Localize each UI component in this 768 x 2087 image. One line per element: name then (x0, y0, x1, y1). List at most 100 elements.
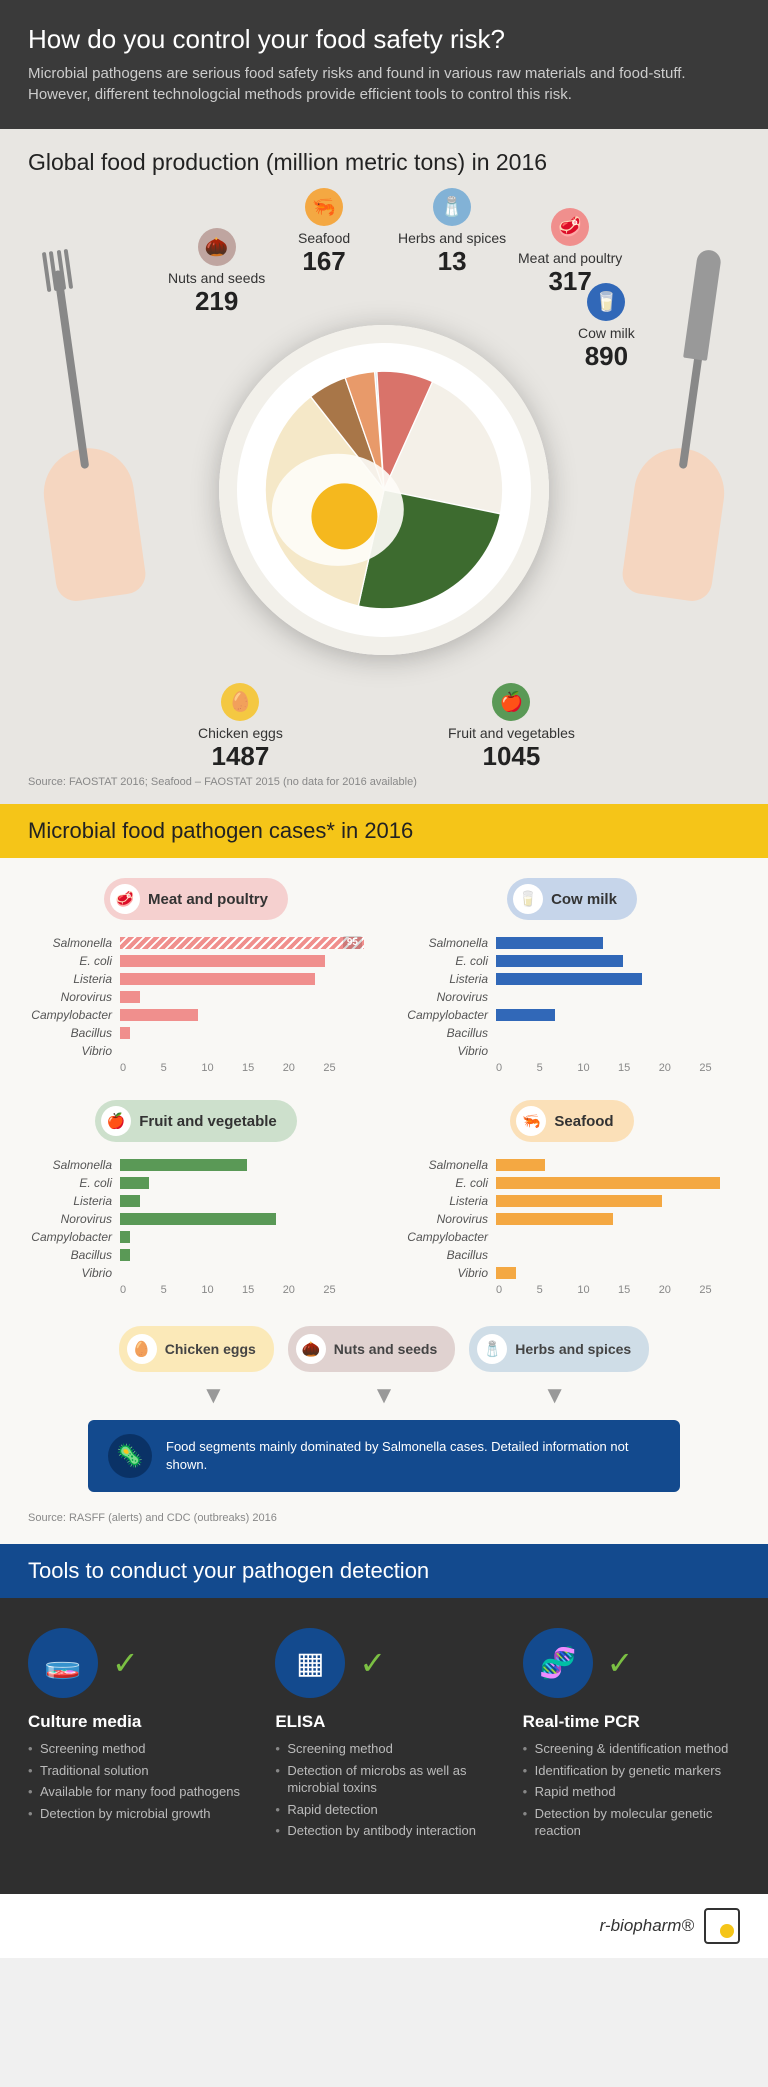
chart-seafood: 🦐 Seafood Salmonella E. coli Listeria No… (404, 1100, 740, 1296)
bar-label: Vibrio (28, 1044, 120, 1058)
tick: 20 (659, 1284, 700, 1296)
tool-point: Screening method (275, 1740, 492, 1758)
chart-title: 🍎 Fruit and vegetable (28, 1100, 364, 1142)
bar-label: E. coli (28, 954, 120, 968)
bar-row: Vibrio (404, 1044, 740, 1058)
bar-label: Salmonella (28, 936, 120, 950)
bar-label: E. coli (28, 1176, 120, 1190)
cat-label: Chicken eggs (198, 725, 283, 741)
tool-name: ELISA (275, 1712, 492, 1732)
chart-title: 🦐 Seafood (404, 1100, 740, 1142)
bar-track (120, 990, 364, 1004)
bars: Salmonella E. coli Listeria Norovirus Ca… (404, 936, 740, 1074)
bar-fill (120, 1009, 198, 1021)
tick: 10 (577, 1284, 618, 1296)
bar-track (120, 1158, 364, 1172)
tick: 15 (618, 1284, 659, 1296)
chart-icon: 🥛 (513, 884, 543, 914)
cat-herbs: 🧂 Herbs and spices 13 (398, 188, 506, 277)
bar-row: Campylobacter (404, 1230, 740, 1244)
tool-icon: ▦ (275, 1628, 345, 1698)
chart-icon: 🦐 (516, 1106, 546, 1136)
tick: 25 (323, 1062, 364, 1074)
bar-row: E. coli (28, 954, 364, 968)
bar-fill (496, 955, 623, 967)
tool-points: Screening method Detection of microbs as … (275, 1740, 492, 1840)
bar-fill (120, 1159, 247, 1171)
bar-fill (120, 1213, 276, 1225)
bar-track (120, 1230, 364, 1244)
cat-label: Seafood (298, 230, 350, 246)
hand-left (38, 442, 148, 603)
bar-track (496, 1266, 740, 1280)
bar-fill (496, 1267, 516, 1279)
bar-fill (496, 973, 642, 985)
bar-track (120, 1266, 364, 1280)
x-axis: 0510152025 (404, 1284, 740, 1296)
tick: 0 (496, 1062, 537, 1074)
tool-point: Screening method (28, 1740, 245, 1758)
bar-track (120, 1026, 364, 1040)
bar-track (120, 972, 364, 986)
bar-row: Campylobacter (28, 1230, 364, 1244)
chart-pill: 🦐 Seafood (510, 1100, 633, 1142)
tools-title: Tools to conduct your pathogen detection (28, 1558, 740, 1584)
tool-point: Detection of microbs as well as microbia… (275, 1762, 492, 1797)
tool-point: Rapid method (523, 1783, 740, 1801)
tool-head: ▦ ✓ (275, 1628, 492, 1698)
segment-icon: 🌰 (296, 1334, 326, 1364)
bar-row: Bacillus (404, 1248, 740, 1262)
tool-point: Detection by antibody interaction (275, 1822, 492, 1840)
bar-label: Vibrio (404, 1044, 496, 1058)
chart-name: Cow milk (551, 891, 617, 908)
bar-fill (496, 1177, 720, 1189)
bar-row: Salmonella (404, 936, 740, 950)
bar-track (496, 1194, 740, 1208)
production-source: Source: FAOSTAT 2016; Seafood – FAOSTAT … (28, 776, 740, 788)
plate-chart: 🦐 Seafood 167🧂 Herbs and spices 13🌰 Nuts… (28, 188, 740, 768)
tick: 15 (242, 1062, 283, 1074)
page-subtitle: Microbial pathogens are serious food saf… (28, 63, 740, 105)
tick: 10 (201, 1284, 242, 1296)
bar-row: Vibrio (28, 1044, 364, 1058)
tool-head: 🧬 ✓ (523, 1628, 740, 1698)
bacteria-icon: 🦠 (108, 1434, 152, 1478)
bar-row: Norovirus (404, 990, 740, 1004)
bar-row: E. coli (404, 1176, 740, 1190)
fruit-icon: 🍎 (492, 683, 530, 721)
bar-track (120, 1008, 364, 1022)
bar-label: Listeria (404, 972, 496, 986)
production-section: Global food production (million metric t… (0, 129, 768, 804)
tool-culture-media: 🧫 ✓ Culture media Screening methodTradit… (28, 1628, 245, 1844)
cat-value: 219 (168, 286, 265, 317)
bar-label: Salmonella (404, 936, 496, 950)
bar-row: Campylobacter (28, 1008, 364, 1022)
segment-label: Herbs and spices (515, 1341, 631, 1357)
tool-name: Real-time PCR (523, 1712, 740, 1732)
tool-elisa: ▦ ✓ ELISA Screening method Detection of m… (275, 1628, 492, 1844)
tools-band: Tools to conduct your pathogen detection (0, 1544, 768, 1598)
bar-label: Salmonella (28, 1158, 120, 1172)
tool-point: Identification by genetic markers (523, 1762, 740, 1780)
cat-eggs: 🥚 Chicken eggs 1487 (198, 683, 283, 772)
bar-fill (120, 973, 315, 985)
bar-label: Campylobacter (28, 1230, 120, 1244)
bar-track (496, 954, 740, 968)
chart-cow-milk: 🥛 Cow milk Salmonella E. coli Listeria N… (404, 878, 740, 1074)
bar-track (120, 1194, 364, 1208)
segment-label: Chicken eggs (165, 1341, 256, 1357)
bar-label: E. coli (404, 1176, 496, 1190)
pathogen-band: Microbial food pathogen cases* in 2016 (0, 804, 768, 858)
cat-value: 167 (298, 246, 350, 277)
tool-icon: 🧬 (523, 1628, 593, 1698)
bar-row: Bacillus (404, 1026, 740, 1040)
bar-track (496, 990, 740, 1004)
bar-row: Listeria (28, 972, 364, 986)
meat-icon: 🥩 (551, 208, 589, 246)
chart-pill: 🍎 Fruit and vegetable (95, 1100, 297, 1142)
bar-fill (120, 1027, 130, 1039)
bars: Salmonella E. coli Listeria Norovirus Ca… (404, 1158, 740, 1296)
brand-logo-icon (704, 1908, 740, 1944)
bar-track (496, 1008, 740, 1022)
chart-icon: 🥩 (110, 884, 140, 914)
